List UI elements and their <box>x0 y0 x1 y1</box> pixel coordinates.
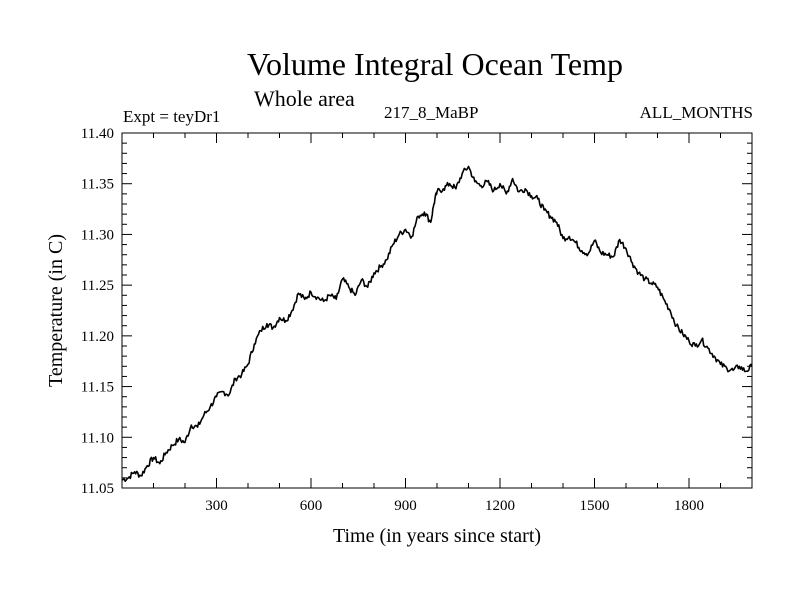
tick-labels: 300 600 900 1200 1500 1800 11.05 11.10 11.15 11.2… <box>81 126 704 514</box>
y-tick-label: 11.10 <box>81 430 114 446</box>
y-tick-label: 11.05 <box>81 481 114 497</box>
x-tick-label: 1800 <box>674 498 704 514</box>
period-label: 217_8_MaBP <box>384 103 479 122</box>
x-tick-label: 1500 <box>580 498 610 514</box>
plot-frame <box>121 132 753 489</box>
y-tick-label: 11.15 <box>81 380 114 396</box>
months-label: ALL_MONTHS <box>639 103 753 122</box>
x-axis-label: Time (in years since start) <box>333 525 541 547</box>
y-tick-label: 11.35 <box>81 177 114 193</box>
y-axis-label: Temperature (in C) <box>45 234 67 387</box>
series-line <box>121 165 753 482</box>
x-tick-label: 300 <box>205 498 228 514</box>
axis-ticks <box>122 132 752 489</box>
x-tick-label: 900 <box>394 498 417 514</box>
y-tick-label: 11.30 <box>81 227 114 243</box>
experiment-label: Expt = teyDr1 <box>123 107 221 126</box>
chart-title: Volume Integral Ocean Temp <box>246 46 623 82</box>
x-tick-label: 1200 <box>485 498 515 514</box>
y-tick-label: 11.40 <box>81 126 114 142</box>
chart-subtitle: Whole area <box>254 86 355 111</box>
y-tick-label: 11.20 <box>81 329 114 345</box>
y-tick-label: 11.25 <box>81 278 114 294</box>
x-tick-label: 600 <box>300 498 323 514</box>
